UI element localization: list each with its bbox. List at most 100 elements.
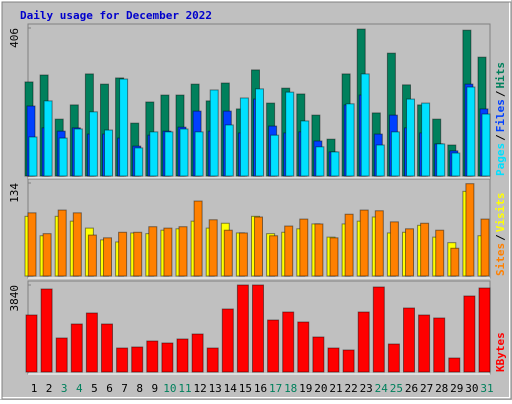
bar xyxy=(193,200,203,277)
x-tick-label: 7 xyxy=(121,382,128,395)
bar xyxy=(433,317,446,373)
y-tick-label: 406 xyxy=(8,28,21,48)
bar xyxy=(133,231,143,277)
x-tick-label: 24 xyxy=(375,382,389,395)
bar xyxy=(176,338,189,373)
bar xyxy=(466,86,476,177)
bar xyxy=(421,102,431,177)
bar xyxy=(450,247,460,277)
bar xyxy=(55,337,68,373)
bar xyxy=(357,311,370,373)
bar xyxy=(73,128,83,177)
bar xyxy=(327,347,340,373)
legend: KBytes xyxy=(494,332,507,372)
bar xyxy=(194,131,204,177)
bar xyxy=(284,225,294,277)
bar xyxy=(375,144,385,177)
bar xyxy=(480,218,490,277)
bar xyxy=(25,314,38,373)
bar xyxy=(405,228,414,277)
x-tick-label: 20 xyxy=(314,382,327,395)
x-tick-label: 17 xyxy=(269,382,282,395)
bar xyxy=(87,234,97,277)
bar xyxy=(254,216,263,277)
bar xyxy=(270,134,280,177)
bar xyxy=(57,209,67,277)
bar xyxy=(315,146,325,177)
legend-entry: Hits xyxy=(494,62,507,89)
x-tick-label: 18 xyxy=(284,382,297,395)
x-tick-label: 29 xyxy=(450,382,463,395)
x-tick-label: 21 xyxy=(329,382,342,395)
bar xyxy=(436,143,446,177)
bar xyxy=(372,286,385,373)
bar xyxy=(360,73,370,177)
x-tick-label: 27 xyxy=(420,382,433,395)
bar xyxy=(223,229,233,277)
bar xyxy=(208,219,218,277)
bar xyxy=(191,333,204,373)
bar xyxy=(403,307,415,373)
bar xyxy=(285,91,295,177)
bar xyxy=(131,346,144,373)
bar xyxy=(342,349,355,373)
bar xyxy=(389,221,399,277)
bar xyxy=(300,120,310,177)
bar xyxy=(312,336,325,373)
bar xyxy=(163,227,173,277)
x-tick-label: 30 xyxy=(465,382,478,395)
legend: Pages/Files/Hits xyxy=(494,62,507,176)
x-tick-label: 11 xyxy=(178,382,191,395)
bar xyxy=(134,147,144,177)
bar xyxy=(478,287,491,373)
x-tick-label: 19 xyxy=(299,382,312,395)
bar xyxy=(104,129,113,177)
x-tick-label: 3 xyxy=(61,382,68,395)
bar xyxy=(179,128,189,177)
bar xyxy=(252,284,264,373)
bar xyxy=(209,89,219,177)
bar xyxy=(40,288,53,373)
bar xyxy=(463,295,476,373)
bar xyxy=(267,319,280,373)
bar xyxy=(103,237,112,277)
legend-separator: / xyxy=(494,90,507,97)
legend: Sites /Visits xyxy=(494,193,507,277)
bar xyxy=(330,151,340,177)
bar xyxy=(406,98,415,177)
bar xyxy=(146,340,159,373)
y-tick-label: 3840 xyxy=(8,285,21,312)
bar xyxy=(43,100,53,177)
x-tick-label: 28 xyxy=(435,382,448,395)
x-tick-label: 14 xyxy=(224,382,238,395)
bar xyxy=(72,212,82,277)
x-tick-label: 5 xyxy=(91,382,98,395)
bar xyxy=(85,312,98,373)
bar xyxy=(329,237,339,277)
bar xyxy=(27,212,37,277)
bar xyxy=(178,226,188,277)
bar xyxy=(28,136,38,177)
bar xyxy=(224,124,234,177)
legend-entry: Files xyxy=(494,99,507,132)
x-tick-label: 15 xyxy=(239,382,252,395)
x-tick-label: 2 xyxy=(46,382,53,395)
bar xyxy=(238,232,248,277)
bar xyxy=(481,113,491,177)
bar xyxy=(239,97,249,177)
x-tick-label: 13 xyxy=(209,382,222,395)
bar xyxy=(42,233,52,277)
y-tick-label: 134 xyxy=(8,183,21,203)
bar xyxy=(282,311,295,373)
bar xyxy=(149,131,159,177)
bar xyxy=(164,131,174,177)
x-tick-label: 4 xyxy=(76,382,83,395)
bar xyxy=(116,347,129,373)
bar xyxy=(374,210,384,277)
bar xyxy=(70,323,83,373)
bar xyxy=(345,103,355,177)
